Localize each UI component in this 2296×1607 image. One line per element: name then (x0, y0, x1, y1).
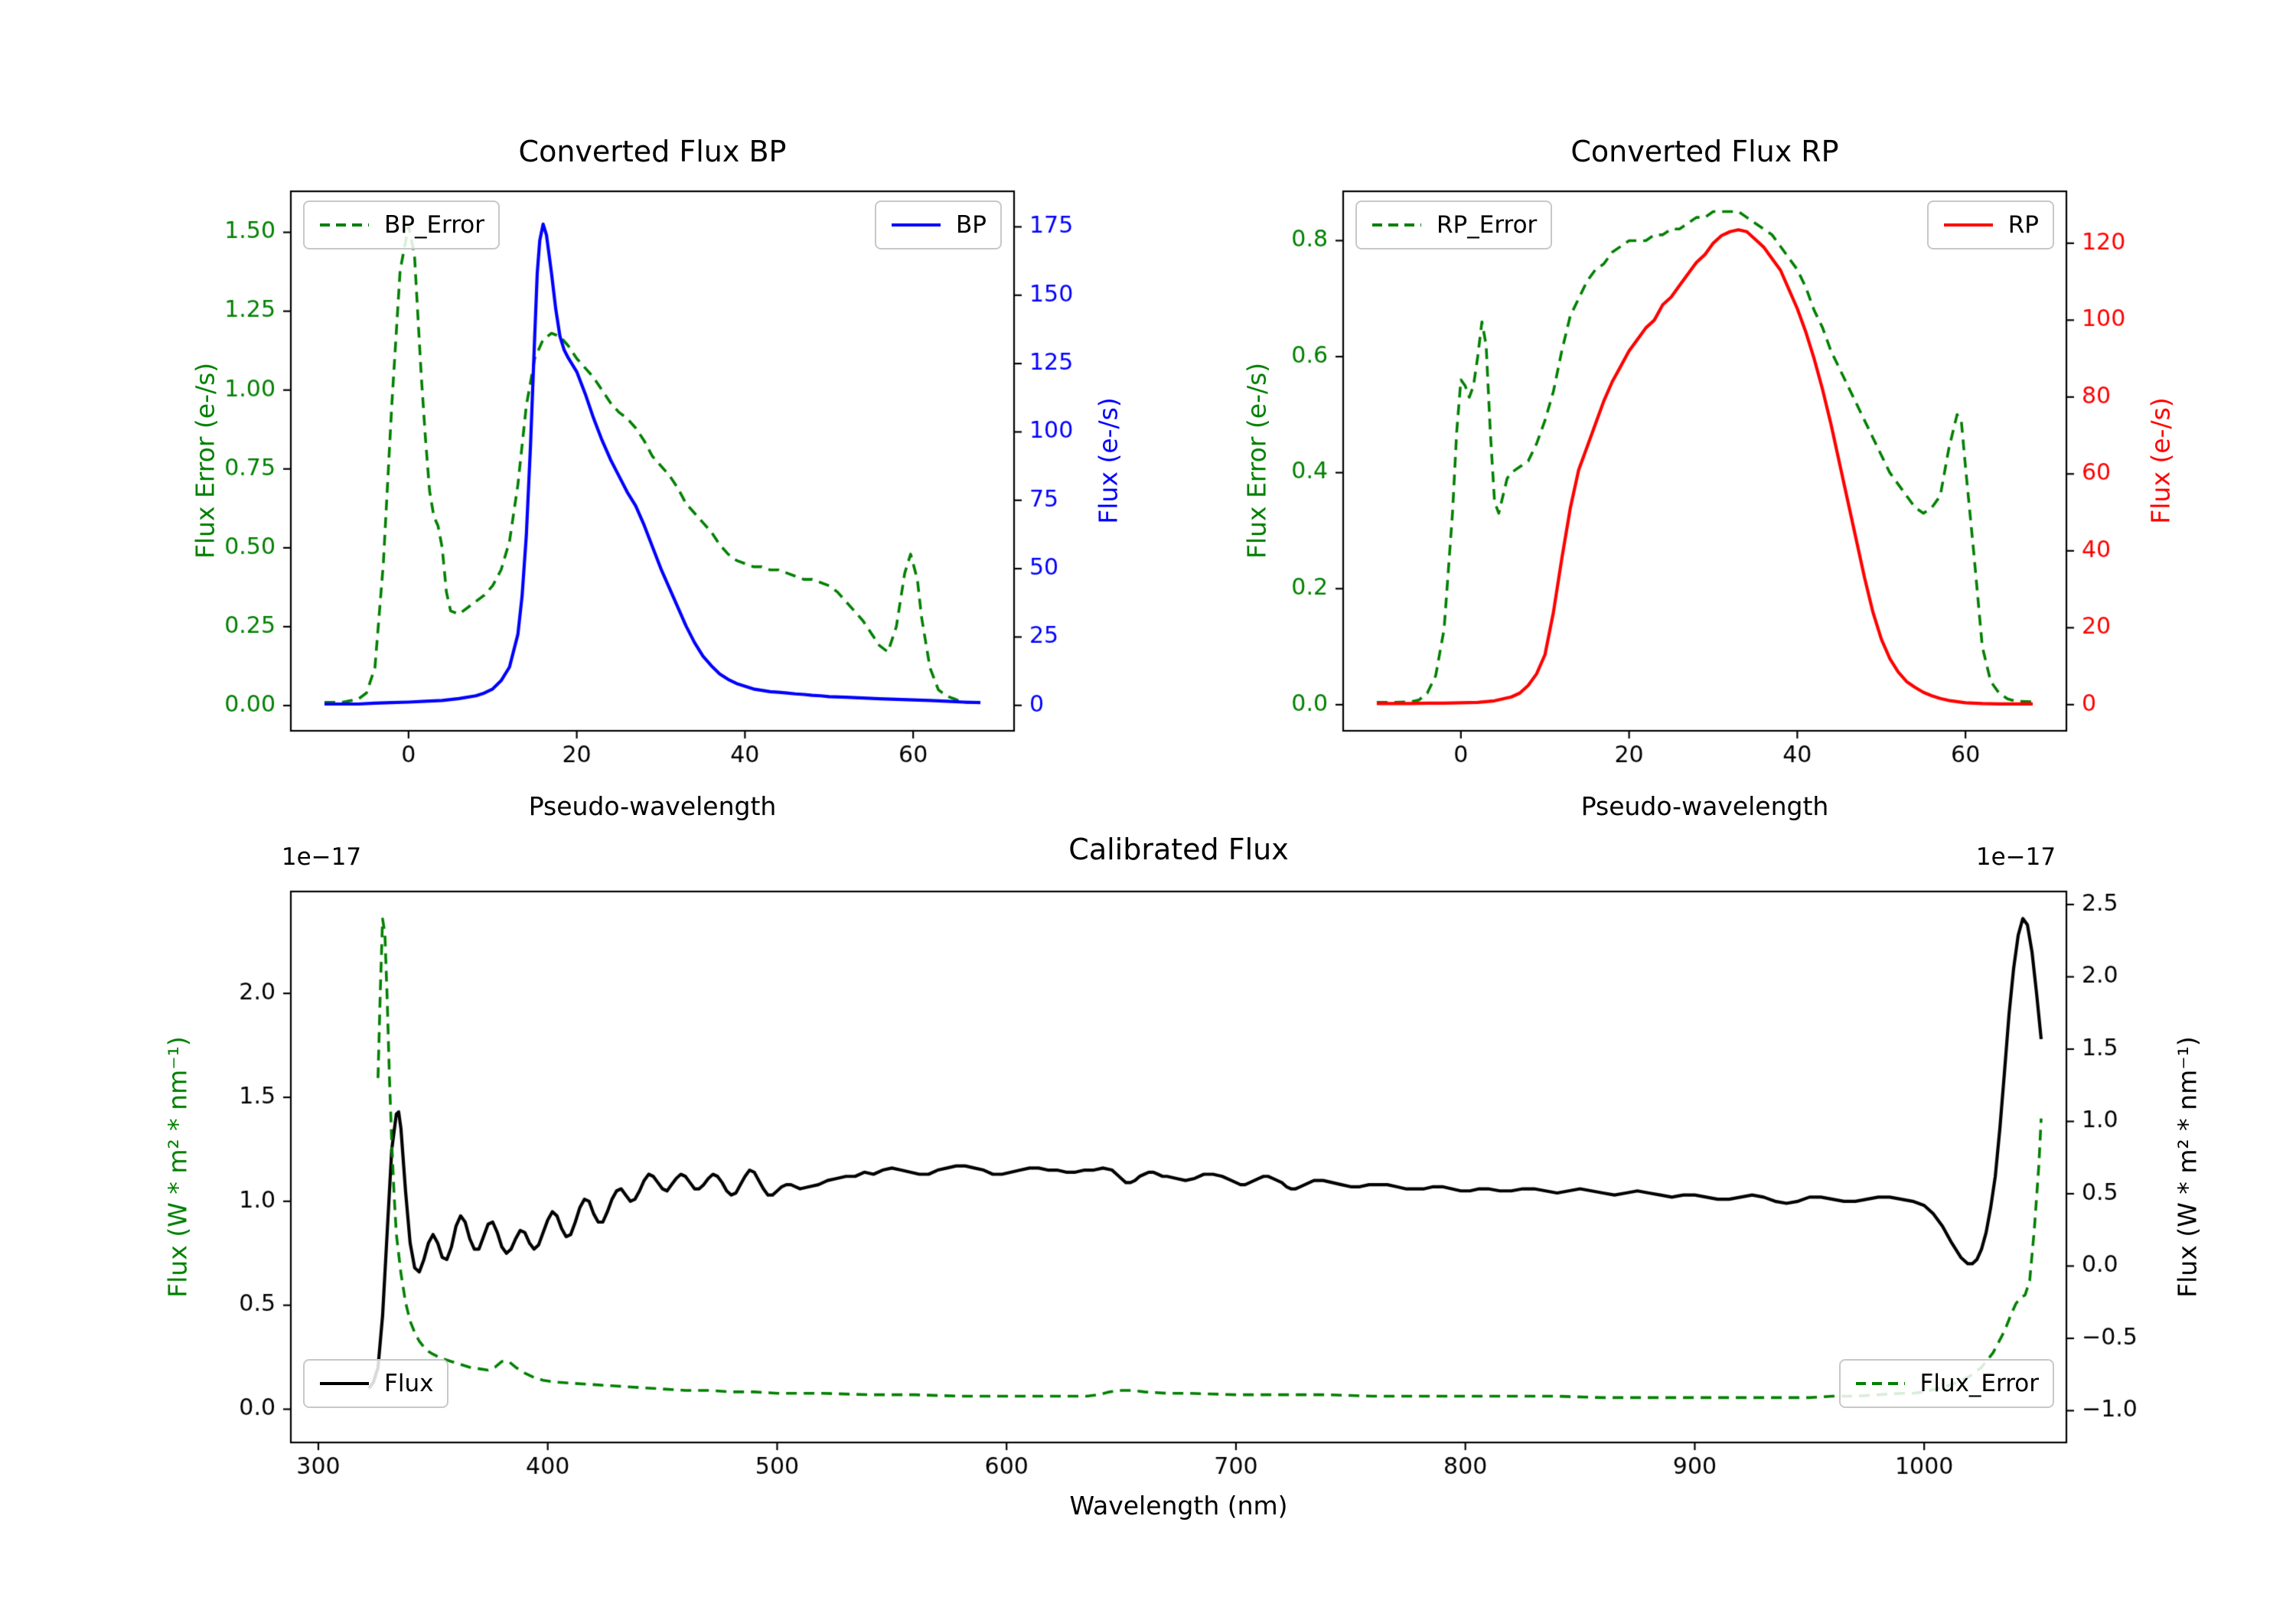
legend-rp: RP (1926, 200, 2054, 249)
legend-flux-error: Flux_Error (1838, 1359, 2054, 1408)
legend-label-flux-error: Flux_Error (1919, 1370, 2040, 1397)
right-axis-offset-text: 1e−17 (1975, 843, 2056, 871)
bp-left-yaxis-label: Flux Error (e-/s) (190, 362, 220, 559)
rp-xaxis-label: Pseudo-wavelength (1580, 791, 1829, 821)
legend-flux: Flux (303, 1359, 449, 1408)
rp-chart-title: Converted Flux RP (1570, 135, 1839, 168)
bp-xaxis-label: Pseudo-wavelength (528, 791, 777, 821)
solid-line-icon (892, 223, 941, 227)
bp-right-yaxis-label: Flux (e-/s) (1093, 397, 1124, 524)
legend-rp-error: RP_Error (1355, 200, 1553, 249)
solid-line-icon (1943, 223, 1993, 227)
legend-label-bp-error: BP_Error (384, 211, 485, 239)
legend-label-rp: RP (2007, 211, 2039, 239)
calibrated-chart-title: Calibrated Flux (1068, 833, 1289, 866)
legend-bp: BP (875, 200, 1002, 249)
left-axis-offset-text: 1e−17 (281, 843, 362, 871)
legend-label-flux: Flux (384, 1370, 434, 1397)
bp-chart-title: Converted Flux BP (518, 135, 787, 168)
legend-label-rp-error: RP_Error (1437, 211, 1538, 239)
calibrated-xaxis-label: Wavelength (nm) (1069, 1491, 1288, 1521)
calibrated-left-yaxis-label: Flux (W * m² * nm⁻¹) (162, 1036, 193, 1298)
dashed-line-icon (320, 223, 369, 227)
rp-left-yaxis-label: Flux Error (e-/s) (1241, 362, 1272, 559)
legend-bp-error: BP_Error (303, 200, 501, 249)
dashed-line-icon (1372, 223, 1421, 227)
calibrated-right-yaxis-label: Flux (W * m² * nm⁻¹) (2172, 1036, 2203, 1298)
dashed-line-icon (1855, 1382, 1905, 1385)
solid-line-icon (320, 1382, 369, 1385)
legend-label-bp: BP (956, 211, 987, 239)
rp-right-yaxis-label: Flux (e-/s) (2145, 397, 2176, 524)
